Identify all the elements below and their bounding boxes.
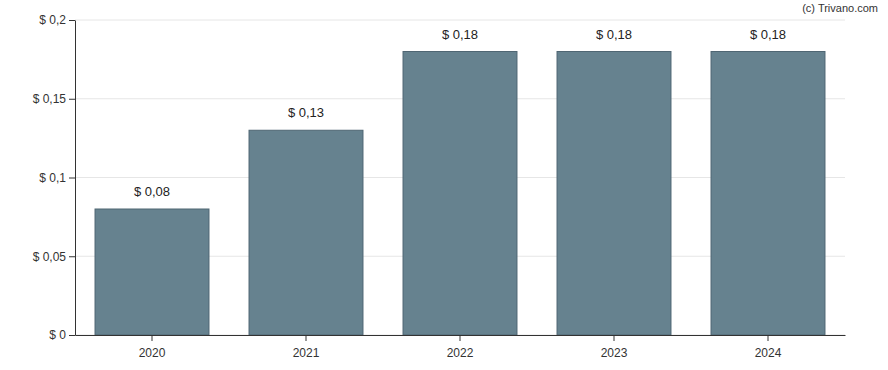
bar bbox=[249, 130, 363, 335]
x-tick-label: 2022 bbox=[447, 346, 474, 360]
data-label: $ 0,18 bbox=[596, 27, 632, 42]
x-tick-mark bbox=[768, 335, 769, 341]
chart: $ 0$ 0,05$ 0,1$ 0,15$ 0,2202020212022202… bbox=[0, 0, 888, 370]
x-tick-label: 2024 bbox=[755, 346, 782, 360]
y-axis-line bbox=[75, 21, 76, 336]
plot: $ 0$ 0,05$ 0,1$ 0,15$ 0,2202020212022202… bbox=[33, 13, 846, 360]
bar bbox=[557, 52, 671, 336]
y-tick-label: $ 0,2 bbox=[39, 13, 66, 27]
y-tick: $ 0,1 bbox=[39, 171, 75, 185]
y-tick-label: $ 0 bbox=[49, 328, 66, 342]
bars bbox=[95, 52, 825, 336]
x-tick-mark bbox=[460, 335, 461, 341]
data-label: $ 0,18 bbox=[442, 27, 478, 42]
x-tick-mark bbox=[306, 335, 307, 341]
data-label: $ 0,18 bbox=[750, 27, 786, 42]
y-tick: $ 0,05 bbox=[33, 250, 75, 264]
x-tick: 2024 bbox=[755, 335, 782, 360]
x-tick: 2022 bbox=[447, 335, 474, 360]
data-label: $ 0,13 bbox=[288, 105, 324, 120]
credit: (c) Trivano.com bbox=[802, 2, 878, 14]
x-tick: 2021 bbox=[293, 335, 320, 360]
x-tick-mark bbox=[152, 335, 153, 341]
x-axis: 2020 2021 2022 2023 2024 bbox=[76, 335, 846, 360]
x-tick: 2020 bbox=[139, 335, 166, 360]
bar bbox=[403, 52, 517, 336]
bar bbox=[95, 209, 209, 335]
data-label: $ 0,08 bbox=[134, 184, 170, 199]
y-axis: $ 0 $ 0,05 $ 0,1 $ 0,15 $ 0,2 bbox=[33, 13, 76, 342]
y-tick-mark bbox=[69, 178, 75, 179]
grid-line bbox=[75, 20, 845, 21]
y-tick-mark bbox=[69, 256, 75, 257]
y-tick-label: $ 0,15 bbox=[33, 92, 67, 106]
y-tick: $ 0,2 bbox=[39, 13, 75, 27]
x-tick-label: 2021 bbox=[293, 346, 320, 360]
x-tick-label: 2023 bbox=[601, 346, 628, 360]
data-labels: $ 0,08 $ 0,13 $ 0,18 $ 0,18 $ 0,18 bbox=[134, 27, 786, 200]
x-tick-label: 2020 bbox=[139, 346, 166, 360]
bar bbox=[711, 52, 825, 336]
y-tick-label: $ 0,05 bbox=[33, 250, 67, 264]
y-tick: $ 0,15 bbox=[33, 92, 75, 106]
y-tick-label: $ 0,1 bbox=[39, 171, 66, 185]
y-tick: $ 0 bbox=[49, 328, 75, 342]
grid bbox=[75, 20, 845, 335]
y-tick-mark bbox=[69, 20, 75, 21]
x-tick-mark bbox=[614, 335, 615, 341]
y-tick-mark bbox=[69, 335, 75, 336]
y-tick-mark bbox=[69, 99, 75, 100]
x-tick: 2023 bbox=[601, 335, 628, 360]
